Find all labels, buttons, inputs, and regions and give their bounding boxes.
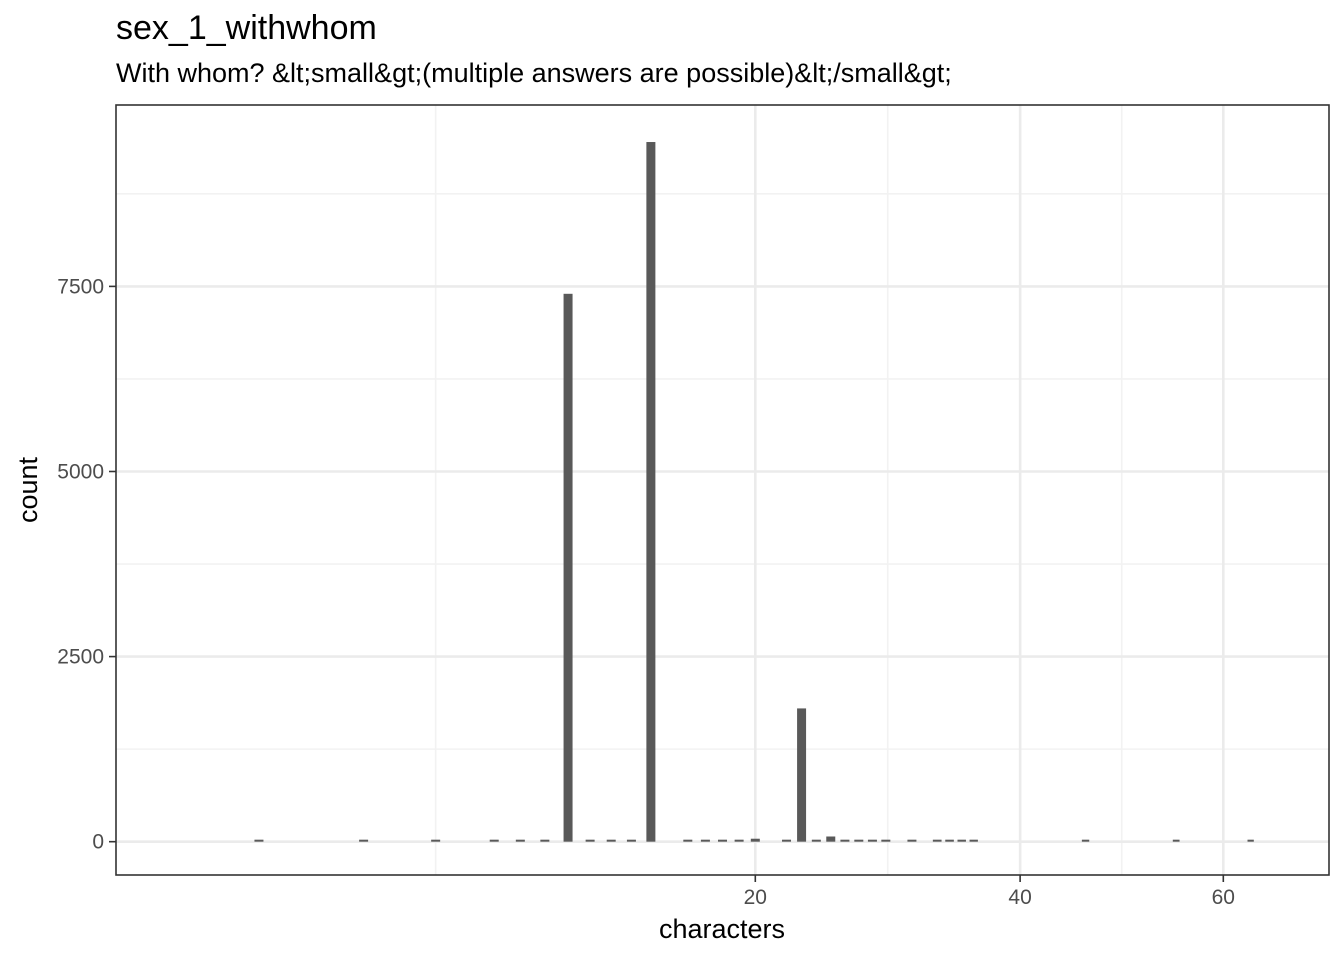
chart-title: sex_1_withwhom	[116, 9, 377, 47]
x-tick-label: 20	[744, 886, 767, 909]
bar	[969, 839, 978, 842]
bar	[811, 839, 821, 842]
bar	[606, 839, 616, 842]
bar	[626, 839, 636, 842]
bar	[540, 839, 550, 842]
bars	[254, 142, 1254, 842]
panel-border	[115, 104, 1330, 876]
y-tick-label: 5000	[57, 460, 104, 483]
y-tick-label: 2500	[57, 646, 104, 669]
bar	[585, 839, 595, 842]
bar	[881, 839, 891, 842]
bar	[718, 839, 727, 842]
bar	[840, 839, 850, 842]
bar	[797, 708, 807, 842]
bar	[683, 839, 693, 842]
bar	[646, 142, 656, 842]
bar	[431, 839, 441, 842]
y-tick-label: 0	[92, 831, 104, 854]
bar	[1247, 839, 1254, 842]
bar	[359, 839, 369, 842]
y-axis-title: count	[13, 456, 43, 523]
bar	[854, 839, 864, 842]
bar	[700, 839, 710, 842]
x-tick-label: 40	[1008, 886, 1031, 909]
bar	[945, 839, 954, 842]
bar	[957, 839, 966, 842]
bar	[826, 836, 836, 842]
x-tick-label: 60	[1212, 886, 1235, 909]
x-axis-title: characters	[659, 914, 785, 944]
bar	[1081, 839, 1090, 842]
bar	[932, 839, 942, 842]
bar	[515, 839, 525, 842]
bar	[489, 839, 499, 842]
bar	[734, 839, 744, 842]
bar	[750, 838, 760, 842]
bar	[563, 293, 573, 842]
chart-subtitle: With whom? &lt;small&gt;(multiple answer…	[116, 58, 952, 88]
bar	[254, 839, 264, 842]
x-axis: 20 40 60	[744, 875, 1235, 909]
bar	[782, 839, 792, 842]
bar	[1172, 839, 1180, 842]
plot-panel	[116, 105, 1329, 875]
bar	[867, 839, 877, 842]
bar	[907, 839, 917, 842]
y-tick-label: 7500	[57, 275, 104, 298]
y-axis: 0 2500 5000 7500	[57, 275, 116, 854]
